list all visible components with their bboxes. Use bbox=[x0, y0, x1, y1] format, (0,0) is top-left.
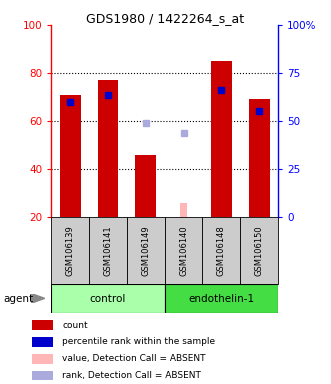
Bar bbox=[180, 203, 187, 217]
Bar bbox=[203, 217, 240, 284]
Text: count: count bbox=[62, 321, 88, 330]
Text: GSM106141: GSM106141 bbox=[104, 225, 113, 276]
Polygon shape bbox=[31, 294, 45, 303]
Text: rank, Detection Call = ABSENT: rank, Detection Call = ABSENT bbox=[62, 371, 201, 380]
Bar bbox=[249, 99, 269, 217]
Bar bbox=[98, 80, 118, 217]
Bar bbox=[127, 217, 165, 284]
Text: GSM106148: GSM106148 bbox=[217, 225, 226, 276]
Text: GDS1980 / 1422264_s_at: GDS1980 / 1422264_s_at bbox=[86, 12, 245, 25]
Bar bbox=[32, 371, 53, 380]
Bar bbox=[135, 155, 156, 217]
Bar bbox=[32, 321, 53, 330]
Text: value, Detection Call = ABSENT: value, Detection Call = ABSENT bbox=[62, 354, 206, 363]
Bar bbox=[32, 337, 53, 347]
Bar bbox=[60, 94, 80, 217]
Bar bbox=[51, 284, 165, 313]
Text: GSM106150: GSM106150 bbox=[255, 225, 264, 276]
Text: GSM106149: GSM106149 bbox=[141, 225, 150, 276]
Bar bbox=[89, 217, 127, 284]
Bar bbox=[211, 61, 232, 217]
Text: control: control bbox=[90, 293, 126, 304]
Text: endothelin-1: endothelin-1 bbox=[188, 293, 255, 304]
Bar bbox=[165, 284, 278, 313]
Text: agent: agent bbox=[3, 293, 33, 304]
Text: GSM106140: GSM106140 bbox=[179, 225, 188, 276]
Text: percentile rank within the sample: percentile rank within the sample bbox=[62, 338, 215, 346]
Bar bbox=[32, 354, 53, 364]
Bar bbox=[240, 217, 278, 284]
Bar bbox=[51, 217, 89, 284]
Text: GSM106139: GSM106139 bbox=[66, 225, 75, 276]
Bar bbox=[165, 217, 203, 284]
